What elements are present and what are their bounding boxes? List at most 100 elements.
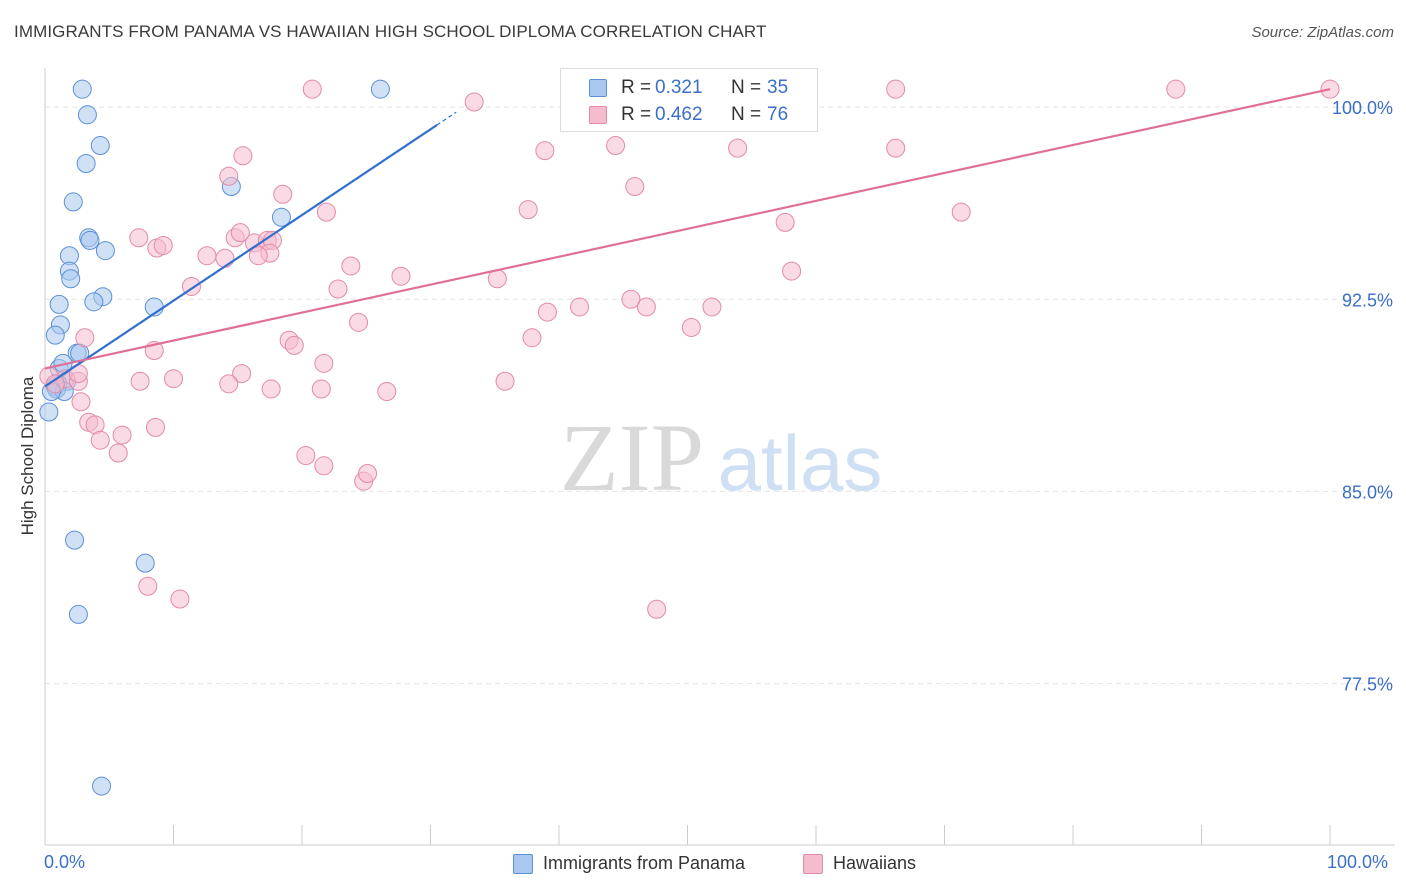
chart-title: IMMIGRANTS FROM PANAMA VS HAWAIIAN HIGH … xyxy=(14,22,767,41)
hawaiian-point xyxy=(728,138,748,158)
hawaiian-point xyxy=(232,364,252,384)
panama-point xyxy=(76,153,96,173)
hawaiian-point xyxy=(233,146,253,166)
hawaiian-point xyxy=(341,256,361,276)
hawaiian-point xyxy=(261,379,281,399)
panama-trend-line xyxy=(44,124,438,388)
y-tick-labels: 77.5% 85.0% 92.5% 100.0% xyxy=(1332,98,1393,694)
hawaiian-point xyxy=(518,200,538,220)
panama-point xyxy=(49,294,69,314)
panama-point xyxy=(72,79,92,99)
hawaiian-point xyxy=(606,136,626,156)
panama-point xyxy=(39,402,59,422)
hawaiian-point xyxy=(775,212,795,232)
panama-point xyxy=(65,530,85,550)
hawaiian-point xyxy=(391,266,411,286)
hawaiian-point xyxy=(108,443,128,463)
hawaiian-point xyxy=(464,92,484,112)
hawaiian-point xyxy=(170,589,190,609)
grid-lines xyxy=(45,106,1395,685)
hawaiian-point xyxy=(621,289,641,309)
watermark: ZIP atlas xyxy=(560,404,882,511)
hawaiian-point xyxy=(358,463,378,483)
hawaiian-point xyxy=(570,297,590,317)
panama-point xyxy=(370,79,390,99)
hawaiian-trend-line xyxy=(44,88,1331,370)
hawaiian-point xyxy=(146,417,166,437)
x-tick-max: 100.0% xyxy=(1327,852,1389,872)
hawaiian-point xyxy=(495,371,515,391)
hawaiian-point xyxy=(153,235,173,255)
hawaiian-point xyxy=(349,312,369,332)
hawaiian-point xyxy=(625,177,645,197)
hawaiian-point xyxy=(219,374,239,394)
panama-point xyxy=(95,241,115,261)
x-tick-min: 0.0% xyxy=(44,852,86,872)
y-tick-label: 92.5% xyxy=(1342,290,1393,310)
hawaiian-point xyxy=(314,456,334,476)
hawaiian-point xyxy=(537,302,557,322)
watermark-zip: ZIP xyxy=(560,404,704,511)
panama-point xyxy=(80,230,100,250)
hawaiian-point xyxy=(702,297,722,317)
hawaiian-point xyxy=(215,248,235,268)
y-tick-label: 100.0% xyxy=(1332,98,1393,118)
legend-n-value: 76 xyxy=(767,104,789,125)
hawaiian-point xyxy=(284,335,304,355)
legend-series-name: Immigrants from Panama xyxy=(543,853,746,873)
hawaiian-point xyxy=(681,317,701,337)
hawaiian-point xyxy=(1166,79,1186,99)
panama-point xyxy=(45,325,65,345)
legend-r-value: 0.462 xyxy=(655,104,703,125)
hawaiian-point xyxy=(316,202,336,222)
hawaiian-point xyxy=(164,369,183,389)
hawaiian-point xyxy=(219,166,239,186)
hawaiian-point xyxy=(328,279,348,299)
legend-swatch-pink xyxy=(589,106,607,124)
hawaiian-point xyxy=(886,138,906,158)
legend-swatch-pink xyxy=(803,854,823,874)
panama-point xyxy=(61,269,81,289)
legend-n-value: 35 xyxy=(767,77,789,98)
hawaiian-point xyxy=(197,246,217,266)
hawaiian-point xyxy=(886,79,906,99)
panama-point xyxy=(92,776,112,796)
correlation-legend: R = 0.321 N = 35 R = 0.462 N = 76 xyxy=(560,68,818,132)
panama-point xyxy=(77,105,97,125)
data-points xyxy=(39,79,1340,796)
hawaiian-point xyxy=(314,353,334,373)
hawaiian-point xyxy=(90,430,110,450)
hawaiian-point xyxy=(302,79,322,99)
hawaiian-point xyxy=(647,599,667,619)
source-credit: Source: ZipAtlas.com xyxy=(1251,24,1394,41)
legend-r-label: R = xyxy=(621,104,652,125)
hawaiian-point xyxy=(296,446,316,466)
axes xyxy=(44,68,1395,846)
hawaiian-point xyxy=(636,297,656,317)
legend-swatch-blue xyxy=(589,79,607,97)
hawaiian-point xyxy=(138,576,158,596)
hawaiian-point xyxy=(112,425,132,445)
panama-point xyxy=(135,553,155,573)
legend-swatch-blue xyxy=(513,854,533,874)
hawaiian-point xyxy=(273,184,293,204)
hawaiian-point xyxy=(311,379,331,399)
panama-trend-extension xyxy=(436,111,457,126)
hawaiian-point xyxy=(535,141,555,161)
legend-n-label: N = xyxy=(731,77,762,98)
y-axis-label: High School Diploma xyxy=(18,376,37,536)
hawaiian-point xyxy=(45,374,65,394)
panama-point xyxy=(84,292,104,312)
legend-n-label: N = xyxy=(731,104,762,125)
hawaiian-point xyxy=(522,328,542,348)
hawaiian-point xyxy=(129,228,149,248)
y-tick-label: 85.0% xyxy=(1342,482,1393,502)
panama-point xyxy=(90,136,110,156)
hawaiian-point xyxy=(230,223,250,243)
y-tick-label: 77.5% xyxy=(1342,675,1393,695)
legend-r-value: 0.321 xyxy=(655,77,703,98)
legend-series-name: Hawaiians xyxy=(833,853,917,873)
panama-point xyxy=(271,207,291,227)
hawaiian-point xyxy=(75,328,95,348)
